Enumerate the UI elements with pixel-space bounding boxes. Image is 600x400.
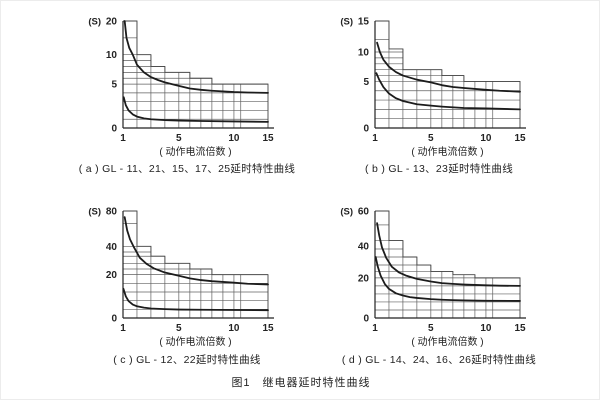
x-tick-label: 5 bbox=[176, 323, 182, 334]
upper-limit-curve bbox=[123, 20, 269, 94]
x-tick-label: 5 bbox=[428, 133, 434, 144]
y-tick-label: 0 bbox=[363, 314, 369, 325]
y-tick-label: 40 bbox=[106, 242, 118, 253]
grid-lines bbox=[375, 211, 520, 318]
x-tick-label: 15 bbox=[262, 323, 274, 334]
upper-limit-curve bbox=[376, 41, 521, 93]
x-tick-label: 5 bbox=[428, 323, 434, 334]
y-axis-unit-label: (S) bbox=[340, 207, 353, 218]
x-axis-title: ( 动作电流倍数 ) bbox=[411, 145, 483, 158]
x-tick-label: 10 bbox=[480, 323, 492, 334]
y-tick-label: 40 bbox=[358, 241, 370, 252]
chart-caption-c: ( c ) GL - 12、22延时特性曲线 bbox=[113, 354, 261, 366]
x-axis-title: ( 动作电流倍数 ) bbox=[159, 145, 231, 158]
y-axis-unit-label: (S) bbox=[340, 17, 353, 28]
figure-caption: 图1 继电器延时特性曲线 bbox=[231, 377, 371, 389]
lower-limit-curve bbox=[122, 287, 269, 312]
y-tick-label: 5 bbox=[363, 77, 369, 88]
upper-limit-curve bbox=[376, 222, 521, 287]
y-tick-label: 60 bbox=[358, 207, 370, 218]
step-envelope-outline bbox=[123, 20, 269, 128]
chart-caption-d: ( d ) GL - 14、24、16、26延时特性曲线 bbox=[341, 354, 537, 366]
lower-limit-curve bbox=[375, 72, 521, 111]
upper-limit-curve bbox=[123, 216, 269, 286]
y-tick-label: 80 bbox=[106, 207, 118, 218]
y-tick-label: 0 bbox=[363, 124, 369, 135]
x-axis-title: ( 动作电流倍数 ) bbox=[411, 335, 483, 348]
x-tick-label: 5 bbox=[176, 133, 182, 144]
y-tick-label: 5 bbox=[111, 80, 117, 91]
y-tick-label: 0 bbox=[111, 314, 117, 325]
y-tick-label: 10 bbox=[106, 50, 118, 61]
y-axis-unit-label: (S) bbox=[88, 207, 101, 218]
x-tick-label: 10 bbox=[228, 133, 240, 144]
y-axis-unit-label: (S) bbox=[88, 17, 101, 28]
y-tick-label: 10 bbox=[358, 48, 370, 59]
x-tick-label: 1 bbox=[372, 133, 378, 144]
x-axis-title: ( 动作电流倍数 ) bbox=[159, 335, 231, 348]
x-tick-label: 1 bbox=[372, 323, 378, 334]
step-envelope-outline bbox=[375, 210, 521, 318]
chart-caption-b: ( b ) GL - 13、23延时特性曲线 bbox=[365, 163, 513, 175]
x-tick-label: 10 bbox=[228, 323, 240, 334]
step-envelope-outline bbox=[123, 210, 269, 318]
y-tick-label: 20 bbox=[106, 17, 118, 28]
x-tick-label: 1 bbox=[120, 323, 126, 334]
grid-lines bbox=[123, 21, 268, 128]
x-tick-label: 10 bbox=[480, 133, 492, 144]
y-tick-label: 15 bbox=[358, 17, 370, 28]
chart-caption-a: ( a ) GL - 11、21、15、17、25延时特性曲线 bbox=[78, 163, 296, 175]
grid-lines bbox=[123, 211, 268, 318]
y-tick-label: 20 bbox=[106, 270, 118, 281]
x-tick-label: 15 bbox=[514, 133, 526, 144]
step-envelope-outline bbox=[375, 20, 521, 128]
x-tick-label: 1 bbox=[120, 133, 126, 144]
y-tick-label: 20 bbox=[358, 273, 370, 284]
y-tick-label: 0 bbox=[111, 124, 117, 135]
x-tick-label: 15 bbox=[514, 323, 526, 334]
lower-limit-curve bbox=[374, 256, 521, 302]
lower-limit-curve bbox=[122, 96, 269, 123]
grid-lines bbox=[375, 21, 520, 128]
x-tick-label: 15 bbox=[262, 133, 274, 144]
